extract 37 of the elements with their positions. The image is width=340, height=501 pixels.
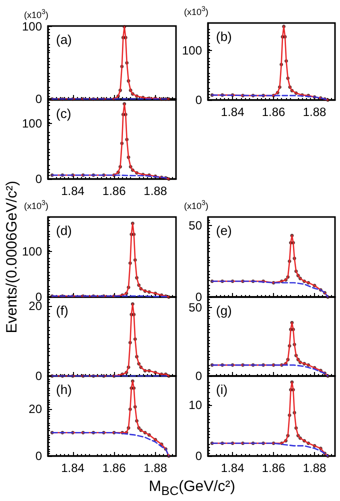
x-tick-label: 1.84 [61,184,85,198]
annotation: (c) [56,106,72,121]
y-tick-label: 0 [35,449,42,463]
annotation: (h) [56,382,72,397]
y-axis-title: Events/(0.0006GeV/c²) [4,180,20,334]
annotation: (g) [216,303,232,318]
y-tick-label: 100 [22,116,42,130]
x-tick-label: 1.88 [144,461,168,475]
x-tick-label: 1.86 [262,461,286,475]
x-tick-label: 1.86 [102,184,126,198]
y-tick-label: 100 [22,20,42,34]
x-tick-label: 1.88 [302,461,327,475]
x-tick-label: 1.84 [61,461,85,475]
annotation: (e) [216,223,232,238]
x-tick-label: 1.88 [144,184,168,198]
y-tick-label: 20 [28,402,42,416]
x-tick-label: 1.84 [220,461,245,475]
annotation: (f) [56,303,68,318]
x-tick-label: 1.86 [262,105,286,119]
y-tick-label: 50 [188,218,202,233]
y-tick-label: 0 [35,92,42,106]
y-tick-label: 0 [35,369,42,383]
y-tick-label: 0 [195,93,202,107]
y-tick-label: 0 [35,172,42,186]
annotation: (a) [56,32,72,47]
x-tick-label: 1.86 [102,461,126,475]
x-tick-label: 1.88 [302,105,327,119]
x-axis-title: M$_{BC}$(GeV/c²) [148,478,236,498]
y-tick-label: 100 [182,44,202,58]
y-tick-label: 0 [195,449,202,463]
x-tick-label: 1.84 [220,105,245,119]
y-tick-label: 100 [22,244,42,258]
y-tick-label: 10 [188,398,202,412]
annotation: (b) [216,29,232,44]
annotation: (d) [56,223,72,238]
annotation: (i) [216,382,228,397]
y-tick-label: 0 [195,369,202,383]
